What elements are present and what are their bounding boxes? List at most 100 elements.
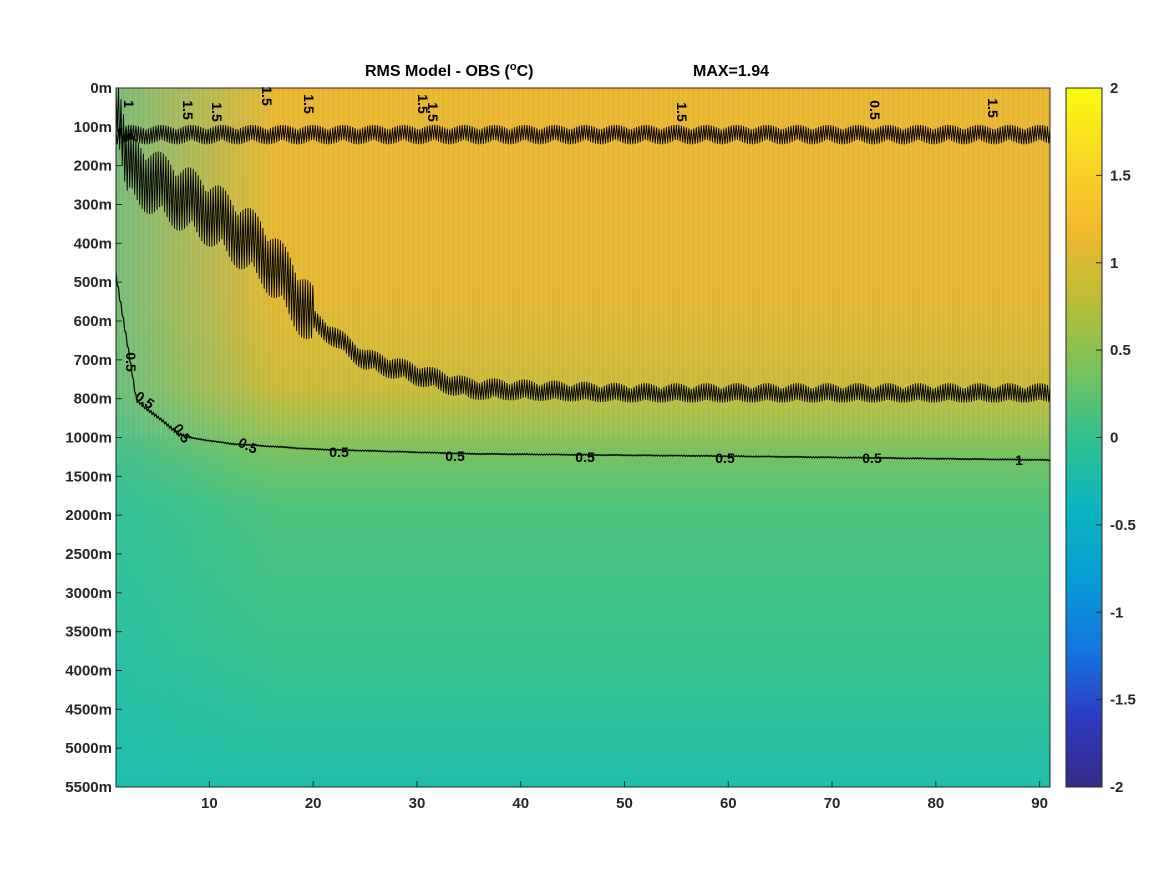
heatmap-stripe bbox=[870, 88, 872, 438]
heatmap-stripe bbox=[445, 88, 447, 438]
y-tick-label: 0m bbox=[90, 80, 112, 97]
heatmap-stripe bbox=[605, 88, 607, 438]
heatmap-stripe bbox=[610, 88, 612, 438]
heatmap-stripe bbox=[820, 88, 822, 438]
heatmap-stripe bbox=[1015, 88, 1017, 438]
heatmap-stripe bbox=[630, 88, 632, 438]
heatmap-stripe bbox=[565, 88, 567, 438]
heatmap-stripe bbox=[450, 88, 452, 438]
x-tick-label: 70 bbox=[824, 795, 841, 812]
heatmap-stripe bbox=[360, 88, 362, 438]
contour-label: 0.5 bbox=[862, 450, 882, 466]
heatmap-stripe bbox=[985, 88, 987, 438]
heatmap-stripe bbox=[385, 88, 387, 438]
heatmap-stripe bbox=[240, 88, 242, 438]
heatmap-stripe bbox=[135, 88, 137, 438]
heatmap-stripe bbox=[1030, 88, 1032, 438]
heatmap-stripe bbox=[170, 88, 172, 438]
heatmap-stripe bbox=[905, 88, 907, 438]
colorbar-ticks: 2 1.5 1 0.5 0 -0.5 -1 -1.5 -2 bbox=[1096, 80, 1136, 796]
contour-lines bbox=[116, 88, 1050, 462]
heatmap-stripe bbox=[215, 88, 217, 438]
heatmap-stripe bbox=[1035, 88, 1037, 438]
heatmap-stripe bbox=[535, 88, 537, 438]
heatmap-stripe bbox=[475, 88, 477, 438]
contour-label: 1.5 bbox=[674, 102, 690, 122]
heatmap-stripe bbox=[370, 88, 372, 438]
heatmap-stripe bbox=[245, 88, 247, 438]
heatmap-stripe bbox=[125, 88, 127, 438]
heatmap-stripe bbox=[950, 88, 952, 438]
heatmap-stripe bbox=[550, 88, 552, 438]
contour-label: 0.5 bbox=[715, 450, 735, 466]
heatmap-stripe bbox=[790, 88, 792, 438]
heatmap-stripe bbox=[1005, 88, 1007, 438]
heatmap-stripe bbox=[440, 88, 442, 438]
heatmap-stripe bbox=[780, 88, 782, 438]
heatmap-stripe bbox=[420, 88, 422, 438]
contour-label: 1.5 bbox=[415, 94, 431, 114]
heatmap-stripe bbox=[180, 88, 182, 438]
heatmap-stripe bbox=[545, 88, 547, 438]
heatmap-stripe bbox=[190, 88, 192, 438]
heatmap-stripe bbox=[415, 88, 417, 438]
heatmap-stripe bbox=[795, 88, 797, 438]
y-tick-label: 2500m bbox=[65, 546, 112, 563]
heatmap-stripe bbox=[750, 88, 752, 438]
heatmap-stripe bbox=[390, 88, 392, 438]
y-tick-label: 3500m bbox=[65, 624, 112, 641]
heatmap-stripe bbox=[1020, 88, 1022, 438]
contour-labels: 1 1.5 1.51.5 1.5 1.51.5 1.5 1.50.50.50.50.5 0.5… bbox=[121, 86, 1023, 468]
heatmap-stripe bbox=[405, 88, 407, 438]
heatmap-stripe bbox=[470, 88, 472, 438]
contour-label: 0.5 bbox=[575, 449, 595, 465]
heatmap-stripe bbox=[400, 88, 402, 438]
y-tick-label: 100m bbox=[74, 119, 112, 136]
heatmap-stripe bbox=[940, 88, 942, 438]
heatmap-stripe bbox=[505, 88, 507, 438]
heatmap-stripe bbox=[735, 88, 737, 438]
heatmap-stripe bbox=[205, 88, 207, 438]
colorbar-tick-label: 0 bbox=[1110, 430, 1118, 447]
heatmap-stripe bbox=[430, 88, 432, 438]
contour-label: 0.5 bbox=[236, 434, 261, 457]
heatmap-stripe bbox=[705, 88, 707, 438]
heatmap-stripe bbox=[765, 88, 767, 438]
heatmap-stripe bbox=[220, 88, 222, 438]
x-tick-label: 60 bbox=[720, 795, 737, 812]
heatmap-stripe bbox=[365, 88, 367, 438]
heatmap-stripe bbox=[525, 88, 527, 438]
heatmap-stripe bbox=[660, 88, 662, 438]
heatmap-stripe bbox=[935, 88, 937, 438]
heatmap-stripe bbox=[455, 88, 457, 438]
heatmap-stripe bbox=[310, 88, 312, 438]
heatmap-stripe bbox=[880, 88, 882, 438]
heatmap-stripe bbox=[235, 88, 237, 438]
y-tick-label: 400m bbox=[74, 235, 112, 252]
heatmap-stripe bbox=[580, 88, 582, 438]
heatmap-stripe bbox=[620, 88, 622, 438]
heatmap-stripe bbox=[320, 88, 322, 438]
heatmap-stripe bbox=[785, 88, 787, 438]
heatmap-stripe bbox=[640, 88, 642, 438]
heatmap-stripe bbox=[945, 88, 947, 438]
heatmap-stripe bbox=[955, 88, 957, 438]
heatmap-stripe bbox=[645, 88, 647, 438]
heatmap-stripe bbox=[570, 88, 572, 438]
colorbar-tick-label: 1 bbox=[1110, 255, 1118, 272]
heatmap-stripe bbox=[710, 88, 712, 438]
heatmap-stripe bbox=[330, 88, 332, 438]
heatmap-stripe bbox=[625, 88, 627, 438]
y-tick-label: 4500m bbox=[65, 701, 112, 718]
heatmap-stripe bbox=[530, 88, 532, 438]
heatmap-stripe bbox=[670, 88, 672, 438]
heatmap-stripe bbox=[740, 88, 742, 438]
heatmap-stripe bbox=[635, 88, 637, 438]
heatmap-stripe bbox=[695, 88, 697, 438]
y-tick-label: 600m bbox=[74, 313, 112, 330]
heatmap-stripe bbox=[925, 88, 927, 438]
contour-label: 0.5 bbox=[867, 100, 883, 120]
heatmap-stripe bbox=[745, 88, 747, 438]
heatmap-stripe bbox=[865, 88, 867, 438]
heatmap-stripe bbox=[345, 88, 347, 438]
